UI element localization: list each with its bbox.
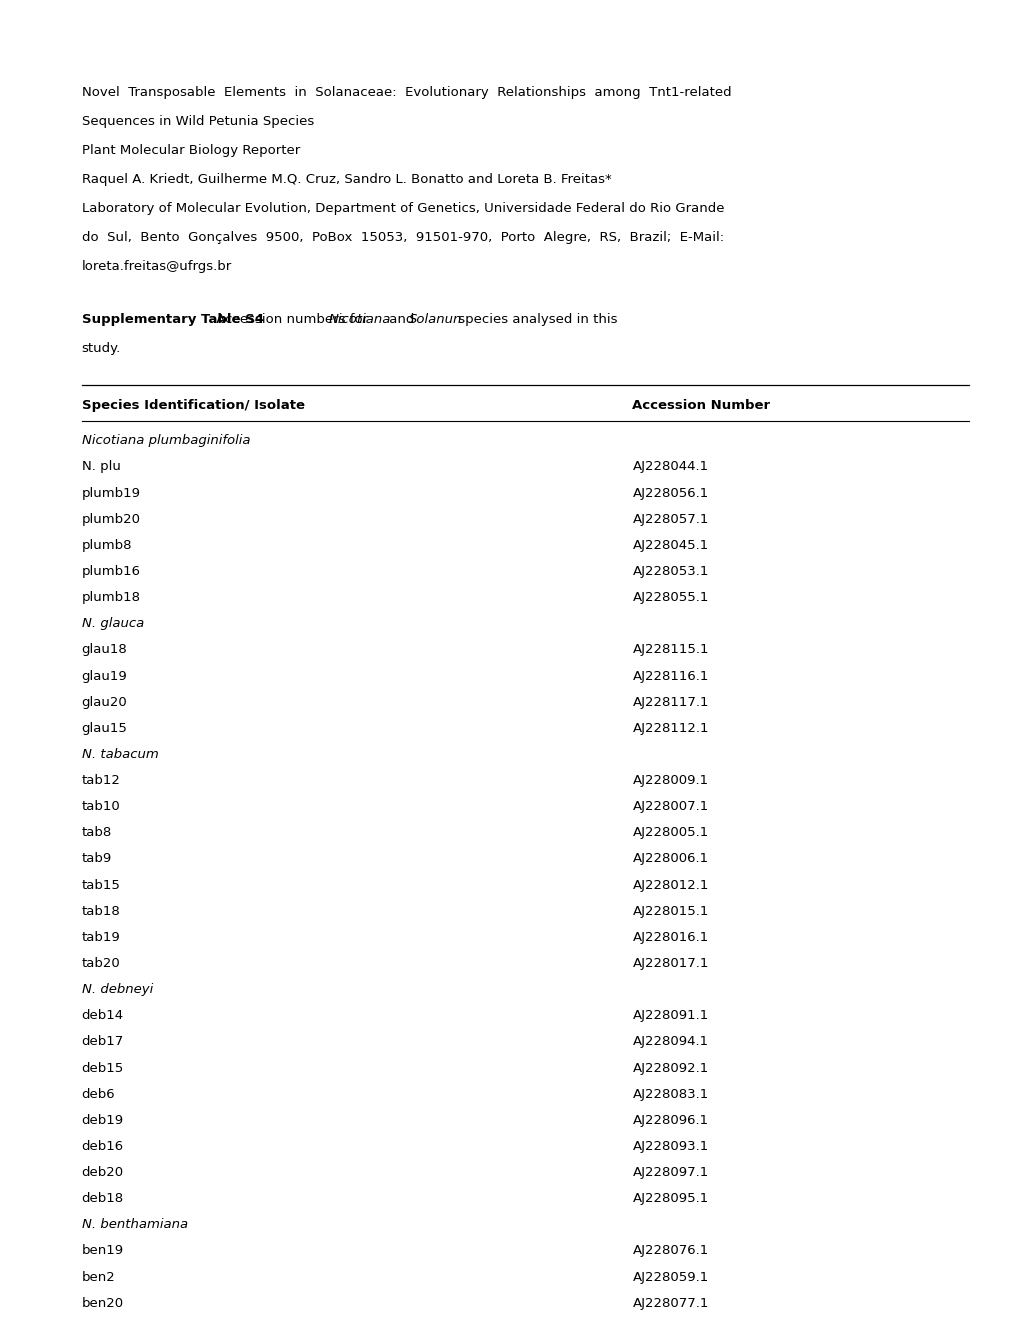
Text: AJ228117.1: AJ228117.1 [632,696,708,709]
Text: AJ228007.1: AJ228007.1 [632,800,708,813]
Text: Solanun: Solanun [409,313,462,326]
Text: tab9: tab9 [82,853,112,866]
Text: tab18: tab18 [82,904,120,917]
Text: AJ228115.1: AJ228115.1 [632,643,708,656]
Text: N. glauca: N. glauca [82,618,144,630]
Text: AJ228094.1: AJ228094.1 [632,1035,708,1048]
Text: tab19: tab19 [82,931,120,944]
Text: Accession numbers for: Accession numbers for [212,313,372,326]
Text: AJ228093.1: AJ228093.1 [632,1140,708,1152]
Text: AJ228112.1: AJ228112.1 [632,722,708,735]
Text: N. debneyi: N. debneyi [82,983,153,997]
Text: AJ228077.1: AJ228077.1 [632,1296,708,1309]
Text: deb16: deb16 [82,1140,123,1152]
Text: Nicotiana: Nicotiana [328,313,390,326]
Text: plumb20: plumb20 [82,512,141,525]
Text: Sequences in Wild Petunia Species: Sequences in Wild Petunia Species [82,115,314,128]
Text: ben2: ben2 [82,1271,115,1283]
Text: tab15: tab15 [82,879,120,891]
Text: glau20: glau20 [82,696,127,709]
Text: AJ228056.1: AJ228056.1 [632,487,708,499]
Text: AJ228009.1: AJ228009.1 [632,774,708,787]
Text: deb17: deb17 [82,1035,123,1048]
Text: deb18: deb18 [82,1192,123,1205]
Text: tab20: tab20 [82,957,120,970]
Text: Raquel A. Kriedt, Guilherme M.Q. Cruz, Sandro L. Bonatto and Loreta B. Freitas*: Raquel A. Kriedt, Guilherme M.Q. Cruz, S… [82,173,610,186]
Text: plumb8: plumb8 [82,539,132,552]
Text: and: and [384,313,418,326]
Text: AJ228016.1: AJ228016.1 [632,931,708,944]
Text: deb20: deb20 [82,1166,123,1179]
Text: study.: study. [82,342,120,355]
Text: AJ228096.1: AJ228096.1 [632,1114,708,1127]
Text: do  Sul,  Bento  Gonçalves  9500,  PoBox  15053,  91501-970,  Porto  Alegre,  RS: do Sul, Bento Gonçalves 9500, PoBox 1505… [82,231,723,244]
Text: plumb16: plumb16 [82,565,141,578]
Text: Plant Molecular Biology Reporter: Plant Molecular Biology Reporter [82,144,300,157]
Text: Nicotiana plumbaginifolia: Nicotiana plumbaginifolia [82,434,250,447]
Text: N. plu: N. plu [82,461,120,474]
Text: AJ228017.1: AJ228017.1 [632,957,708,970]
Text: AJ228097.1: AJ228097.1 [632,1166,708,1179]
Text: species analysed in this: species analysed in this [453,313,616,326]
Text: AJ228053.1: AJ228053.1 [632,565,708,578]
Text: Species Identification/ Isolate: Species Identification/ Isolate [82,399,305,412]
Text: AJ228012.1: AJ228012.1 [632,879,708,891]
Text: Novel  Transposable  Elements  in  Solanaceae:  Evolutionary  Relationships  amo: Novel Transposable Elements in Solanacea… [82,86,731,99]
Text: AJ228055.1: AJ228055.1 [632,591,708,605]
Text: AJ228057.1: AJ228057.1 [632,512,708,525]
Text: AJ228116.1: AJ228116.1 [632,669,708,682]
Text: AJ228076.1: AJ228076.1 [632,1245,708,1258]
Text: AJ228015.1: AJ228015.1 [632,904,708,917]
Text: AJ228005.1: AJ228005.1 [632,826,708,840]
Text: AJ228045.1: AJ228045.1 [632,539,708,552]
Text: ben19: ben19 [82,1245,123,1258]
Text: loreta.freitas@ufrgs.br: loreta.freitas@ufrgs.br [82,260,231,273]
Text: deb14: deb14 [82,1010,123,1022]
Text: tab8: tab8 [82,826,112,840]
Text: tab12: tab12 [82,774,120,787]
Text: AJ228059.1: AJ228059.1 [632,1271,708,1283]
Text: ben20: ben20 [82,1296,123,1309]
Text: N. tabacum: N. tabacum [82,748,158,760]
Text: plumb19: plumb19 [82,487,141,499]
Text: N. benthamiana: N. benthamiana [82,1218,187,1232]
Text: glau15: glau15 [82,722,127,735]
Text: tab10: tab10 [82,800,120,813]
Text: deb15: deb15 [82,1061,123,1074]
Text: AJ228044.1: AJ228044.1 [632,461,708,474]
Text: Supplementary Table S4: Supplementary Table S4 [82,313,263,326]
Text: glau18: glau18 [82,643,127,656]
Text: glau19: glau19 [82,669,127,682]
Text: plumb18: plumb18 [82,591,141,605]
Text: deb6: deb6 [82,1088,115,1101]
Text: AJ228091.1: AJ228091.1 [632,1010,708,1022]
Text: AJ228095.1: AJ228095.1 [632,1192,708,1205]
Text: Laboratory of Molecular Evolution, Department of Genetics, Universidade Federal : Laboratory of Molecular Evolution, Depar… [82,202,723,215]
Text: AJ228083.1: AJ228083.1 [632,1088,708,1101]
Text: AJ228092.1: AJ228092.1 [632,1061,708,1074]
Text: AJ228006.1: AJ228006.1 [632,853,708,866]
Text: deb19: deb19 [82,1114,123,1127]
Text: Accession Number: Accession Number [632,399,769,412]
